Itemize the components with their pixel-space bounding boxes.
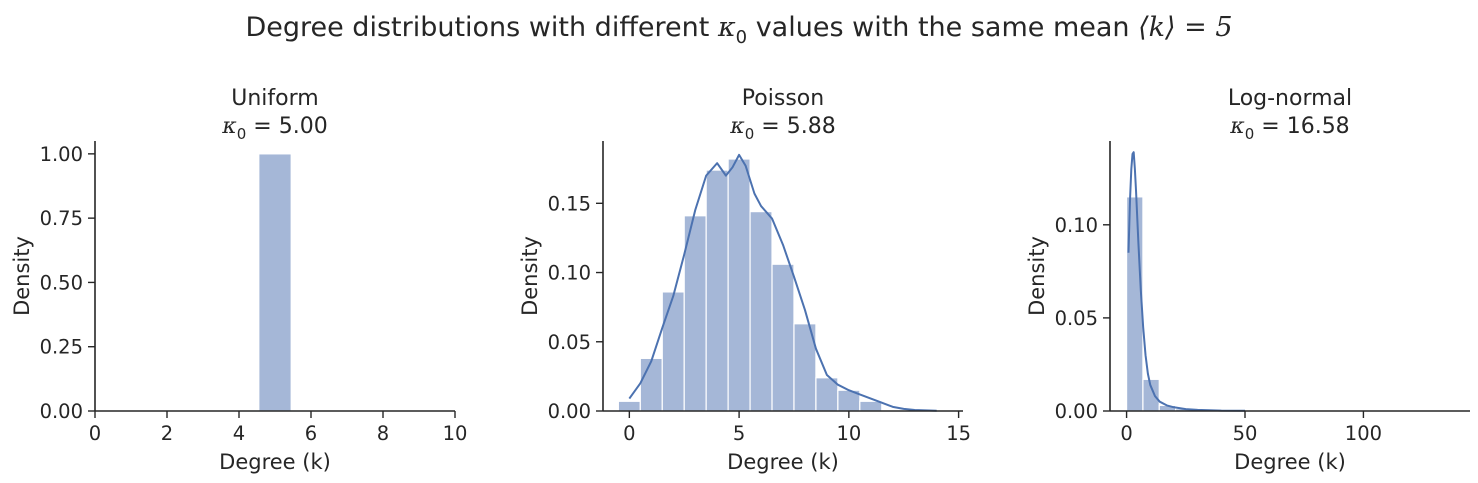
histogram-bar: [639, 357, 663, 412]
panel-subtitle: κ0 = 5.00: [221, 114, 327, 143]
y-axis-label: Density: [10, 236, 34, 316]
y-tick-label: 0.00: [548, 400, 591, 423]
x-tick-label: 50: [1233, 422, 1258, 445]
panel-log-normal: 0 50 100 0.00 0.05 0.10 Degree (k) Density Log-n…: [1025, 86, 1470, 474]
y-tick-label: 0.05: [1055, 307, 1098, 330]
y-tick-label: 0.25: [40, 336, 83, 359]
y-tick-label: 0.00: [1055, 400, 1098, 423]
kde-line: [1127, 151, 1246, 412]
x-tick-label: 8: [377, 422, 389, 445]
histogram-bar: [727, 158, 751, 412]
y-tick-label: 0.10: [1055, 214, 1098, 237]
x-tick-label: 0: [89, 422, 101, 445]
panel-title: Uniform: [231, 86, 318, 111]
x-tick-label: 5: [733, 422, 745, 445]
panel-subtitle: κ0 = 16.58: [1229, 114, 1349, 143]
x-axis-label: Degree (k): [727, 450, 839, 474]
y-tick-label: 0.00: [40, 400, 83, 423]
y-tick-label: 0.15: [548, 192, 591, 215]
y-axis-label: Density: [1025, 236, 1049, 316]
x-tick-label: 100: [1345, 422, 1382, 445]
histogram-bar: [749, 211, 773, 412]
histogram-bar: [661, 291, 685, 412]
histogram-bar: [617, 400, 641, 412]
y-tick-label: 1.00: [40, 143, 83, 166]
y-tick-label: 0.05: [548, 331, 591, 354]
x-tick-label: 2: [161, 422, 173, 445]
panel-uniform: 0 2 4 6 8 10 0.00 0.25 0.50 0.75 1.00 Degree (k) Den…: [10, 86, 467, 474]
x-tick-label: 0: [623, 422, 635, 445]
x-tick-label: 10: [443, 422, 468, 445]
histogram-bar: [258, 153, 292, 412]
figure-suptitle: Degree distributions with different κ0 v…: [245, 12, 1232, 48]
x-tick-label: 6: [305, 422, 317, 445]
y-tick-label: 0.50: [40, 271, 83, 294]
histogram-bar: [859, 400, 883, 412]
x-tick-label: 4: [233, 422, 245, 445]
panel-subtitle: κ0 = 5.88: [729, 114, 835, 143]
y-axis-label: Density: [518, 236, 542, 316]
panel-title: Poisson: [742, 86, 824, 111]
y-tick-label: 0.75: [40, 207, 83, 230]
histogram-bar: [771, 263, 795, 412]
panel-poisson: 0 5 10 15 0.00 0.05 0.10 0.15 Degree (k) Density P…: [518, 86, 971, 474]
x-tick-label: 0: [1120, 422, 1132, 445]
kde-line: [628, 153, 937, 412]
x-axis-label: Degree (k): [219, 450, 331, 474]
histogram-bar: [705, 169, 729, 412]
panel-title: Log-normal: [1228, 86, 1352, 111]
x-axis-label: Degree (k): [1234, 450, 1346, 474]
y-tick-label: 0.10: [548, 262, 591, 285]
x-tick-label: 10: [836, 422, 861, 445]
x-tick-label: 15: [946, 422, 971, 445]
